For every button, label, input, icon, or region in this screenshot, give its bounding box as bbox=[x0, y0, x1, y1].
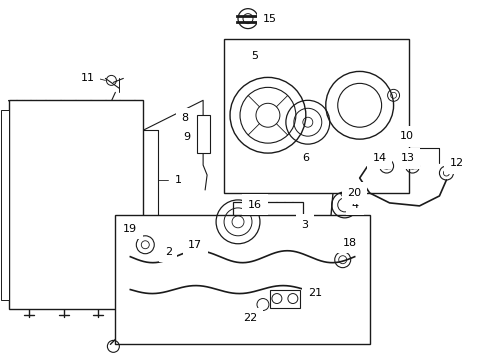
Bar bbox=[233, 202, 302, 247]
Bar bbox=[0, 110, 9, 300]
Text: 9: 9 bbox=[183, 132, 190, 142]
Text: 16: 16 bbox=[247, 200, 262, 210]
Text: 11: 11 bbox=[81, 73, 94, 84]
Bar bbox=[197, 115, 210, 153]
Text: 19: 19 bbox=[123, 224, 137, 234]
Bar bbox=[269, 289, 299, 307]
Text: 17: 17 bbox=[188, 240, 202, 250]
Text: 8: 8 bbox=[181, 113, 188, 123]
Text: 6: 6 bbox=[302, 153, 309, 163]
Bar bbox=[224, 39, 407, 193]
Text: 7: 7 bbox=[367, 150, 374, 160]
Text: 18: 18 bbox=[342, 238, 356, 248]
Text: 4: 4 bbox=[350, 200, 358, 210]
Text: 21: 21 bbox=[307, 288, 321, 298]
Text: 3: 3 bbox=[301, 220, 308, 230]
Text: 20: 20 bbox=[347, 188, 361, 198]
Text: 10: 10 bbox=[399, 131, 413, 141]
Text: 15: 15 bbox=[263, 14, 276, 24]
Text: 12: 12 bbox=[448, 158, 463, 168]
Bar bbox=[115, 215, 369, 345]
Bar bbox=[9, 100, 143, 310]
Text: 5: 5 bbox=[251, 51, 258, 62]
Text: 2: 2 bbox=[164, 247, 171, 257]
Text: 14: 14 bbox=[372, 153, 386, 163]
Text: 22: 22 bbox=[243, 314, 257, 324]
Text: 13: 13 bbox=[400, 153, 414, 163]
Text: 1: 1 bbox=[174, 175, 182, 185]
